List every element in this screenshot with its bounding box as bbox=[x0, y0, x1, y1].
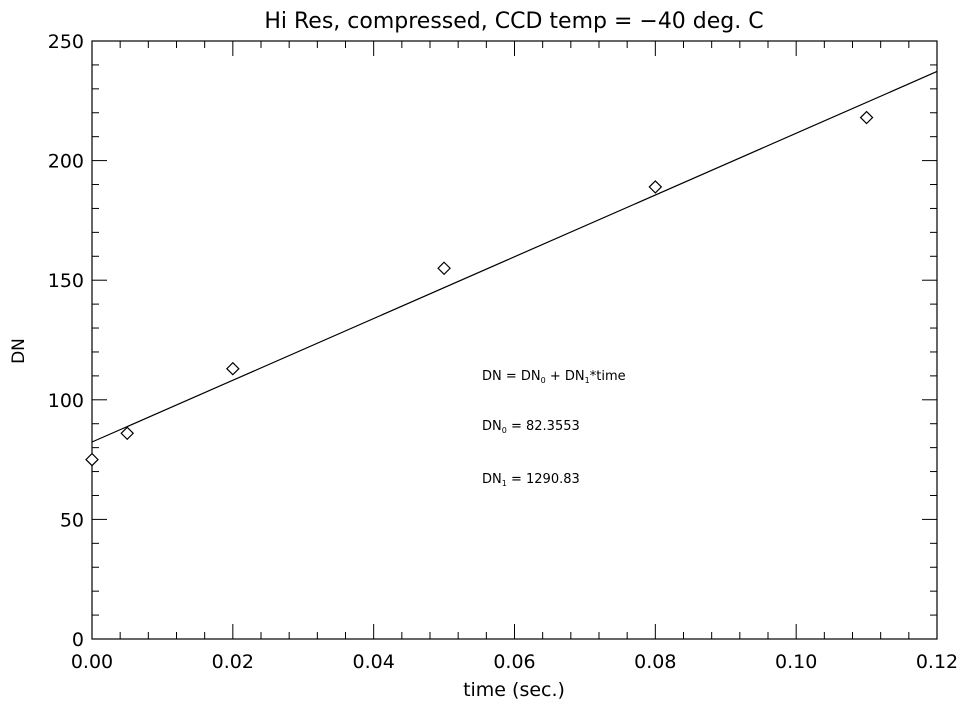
data-point bbox=[120, 426, 135, 441]
y-tick-label: 100 bbox=[48, 390, 84, 412]
x-tick-label: 0.04 bbox=[353, 651, 395, 673]
data-point bbox=[437, 261, 451, 276]
data-point bbox=[225, 361, 240, 376]
x-axis-tick-labels: 0.00 0.02 0.04 0.06 0.08 0.10 0.12 bbox=[71, 651, 958, 673]
x-tick-label: 0.10 bbox=[775, 651, 817, 673]
data-point bbox=[648, 180, 663, 194]
plot-frame bbox=[91, 40, 938, 640]
data-point bbox=[859, 110, 874, 125]
y-tick-label: 150 bbox=[48, 270, 84, 292]
x-axis-label: time (sec.) bbox=[463, 679, 565, 701]
data-point bbox=[85, 452, 99, 467]
x-tick-label: 0.06 bbox=[493, 651, 535, 673]
y-axis-tick-labels: 0 50 100 150 200 250 bbox=[48, 31, 84, 651]
data-points bbox=[85, 110, 874, 467]
chart-title: Hi Res, compressed, CCD temp = −40 deg. … bbox=[264, 9, 763, 34]
y-tick-label: 0 bbox=[72, 629, 84, 651]
x-axis-ticks bbox=[91, 41, 938, 639]
x-tick-label: 0.02 bbox=[212, 651, 254, 673]
y-tick-label: 200 bbox=[48, 151, 84, 173]
y-tick-label: 50 bbox=[60, 509, 84, 531]
fit-line bbox=[91, 70, 938, 443]
dn0-annotation: DN0 = 82.3553 bbox=[482, 419, 580, 435]
y-axis-label: DN bbox=[9, 338, 29, 364]
x-tick-label: 0.00 bbox=[71, 651, 113, 673]
equation-annotation: DN = DN0 + DN1*time bbox=[482, 369, 626, 385]
x-tick-label: 0.08 bbox=[634, 651, 676, 673]
y-axis-ticks bbox=[92, 40, 937, 640]
x-tick-label: 0.12 bbox=[916, 651, 958, 673]
y-tick-label: 250 bbox=[48, 31, 84, 53]
dn1-annotation: DN1 = 1290.83 bbox=[482, 472, 580, 488]
